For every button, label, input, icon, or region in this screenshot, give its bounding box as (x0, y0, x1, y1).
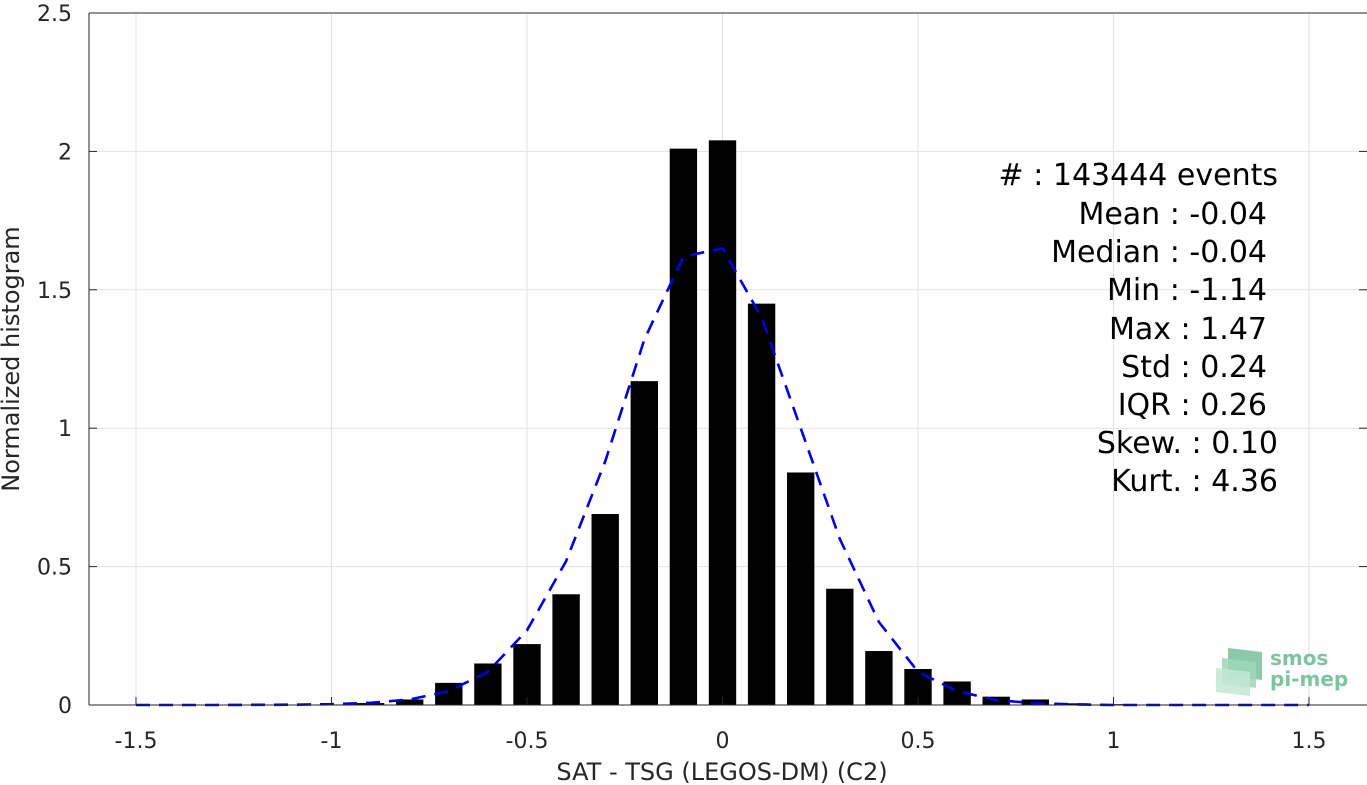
stats-label: # (999, 158, 1034, 193)
stats-value: : 143444 events (1033, 158, 1278, 193)
stats-value: : 0.24 (1181, 350, 1267, 385)
x-axis-label: SAT - TSG (LEGOS-DM) (C2) (556, 758, 887, 785)
x-tick-label: -1.5 (115, 729, 158, 754)
y-tick-label: 0 (58, 694, 72, 719)
smos-pi-mep-logo: smos pi-mep (1216, 646, 1348, 696)
x-ticks: -1.5 -1 -0.5 0 0.5 1 1.5 (115, 697, 1327, 754)
stats-line: Min : -1.14 (1107, 273, 1267, 308)
logo-line-2: pi-mep (1270, 667, 1348, 691)
histogram-bar (435, 682, 463, 705)
stats-value: : -0.04 (1170, 235, 1267, 270)
histogram-bar (630, 381, 658, 705)
stats-label: Max (1109, 312, 1181, 347)
histogram-bar (708, 140, 737, 705)
histogram-bar (826, 588, 854, 705)
stats-label: Mean (1078, 197, 1169, 232)
stats-label: Min (1107, 273, 1170, 308)
histogram-bar (1060, 703, 1089, 705)
x-tick-label: 0.5 (901, 729, 936, 754)
histogram-bar (747, 303, 776, 705)
stats-line: Kurt. : 4.36 (1111, 464, 1278, 499)
histogram-bar (513, 644, 541, 705)
stats-label: Std (1121, 350, 1180, 385)
y-tick-label: 1 (58, 417, 72, 442)
y-ticks: 0 0.5 1 1.5 2 2.5 (37, 2, 1367, 719)
y-axis-label: Normalized histogram (0, 226, 25, 491)
stats-line: # : 143444 events (999, 158, 1278, 193)
histogram-bar (669, 148, 698, 705)
stats-line: Skew. : 0.10 (1097, 426, 1278, 461)
x-tick-label: 1.5 (1292, 729, 1327, 754)
y-tick-label: 0.5 (37, 556, 72, 581)
stats-value: : -0.04 (1170, 197, 1267, 232)
x-tick-label: -1 (321, 729, 343, 754)
histogram-bar (787, 472, 815, 705)
logo-layers-icon (1216, 648, 1262, 696)
y-tick-label: 2 (58, 140, 72, 165)
x-tick-label: 1 (1107, 729, 1121, 754)
y-tick-label: 2.5 (37, 2, 72, 27)
fit-curve (136, 246, 1309, 707)
histogram-bars (317, 140, 1167, 705)
stats-value: : 0.10 (1192, 426, 1278, 461)
stats-value: : 0.26 (1181, 388, 1267, 423)
stats-value: : 1.47 (1181, 312, 1267, 347)
stats-label: IQR (1118, 388, 1181, 423)
stats-line: Median : -0.04 (1051, 235, 1267, 270)
stats-line: Mean : -0.04 (1078, 197, 1267, 232)
stats-label: Median (1051, 235, 1170, 270)
histogram-bar (396, 699, 424, 705)
stats-value: : -1.14 (1170, 273, 1267, 308)
stats-line: Max : 1.47 (1109, 312, 1267, 347)
stats-line: Std : 0.24 (1121, 350, 1267, 385)
x-tick-label: 0 (716, 729, 730, 754)
stats-line: IQR : 0.26 (1118, 388, 1267, 423)
logo-line-1: smos (1270, 646, 1328, 670)
stats-label: Kurt. (1111, 464, 1191, 499)
stats-label: Skew. (1097, 426, 1192, 461)
axes (88, 12, 1367, 706)
histogram-bar (865, 651, 893, 705)
y-tick-label: 1.5 (37, 279, 72, 304)
histogram-bar (552, 594, 580, 705)
histogram-bar (474, 663, 502, 705)
stats-value: : 4.36 (1192, 464, 1278, 499)
histogram-bar (591, 514, 619, 705)
x-tick-label: -0.5 (506, 729, 549, 754)
